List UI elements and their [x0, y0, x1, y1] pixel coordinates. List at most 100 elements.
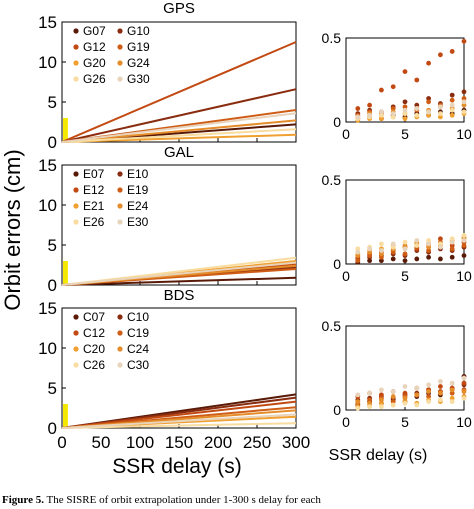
- figure-caption: Figure 5. The SISRE of orbit extrapolati…: [2, 494, 472, 509]
- point-E26: [414, 243, 420, 248]
- point-E19: [461, 243, 467, 248]
- point-G12: [438, 52, 443, 58]
- point-C30: [438, 379, 443, 384]
- point-C12: [402, 390, 408, 396]
- point-G10: [449, 92, 455, 98]
- BDS-right-xtick-label: 10: [456, 414, 472, 430]
- point-C24: [449, 387, 455, 393]
- point-G30: [367, 112, 372, 118]
- point-E26: [390, 244, 396, 250]
- point-E19: [367, 253, 372, 258]
- point-E07: [379, 258, 384, 264]
- point-E26: [449, 236, 455, 242]
- figure-canvas: Orbit errors (cm) SSR delay (s) SSR dela…: [0, 0, 472, 478]
- point-C26: [414, 402, 420, 408]
- point-C24: [426, 389, 431, 394]
- point-C19: [449, 390, 455, 396]
- GAL-left-ytick-label: 15: [38, 156, 57, 175]
- point-C20: [449, 395, 455, 401]
- point-E26: [438, 241, 443, 247]
- legend-label-G20: G20: [83, 56, 106, 70]
- legend-marker-E21: [73, 203, 79, 209]
- legend-label-E21: E21: [83, 199, 105, 213]
- point-G10: [426, 96, 431, 101]
- point-E19: [426, 248, 431, 253]
- GAL-left-ytick-label: 5: [48, 236, 57, 255]
- point-C26: [461, 395, 467, 401]
- point-G30: [449, 102, 455, 108]
- point-G20: [426, 112, 431, 118]
- legend-label-G26: G26: [83, 72, 106, 86]
- point-E26: [426, 238, 431, 243]
- point-E30: [461, 238, 467, 243]
- BDS-left-ytick-label: 5: [48, 379, 57, 398]
- legend-marker-E30: [117, 219, 123, 225]
- point-C26: [426, 399, 431, 404]
- point-E30: [449, 239, 455, 245]
- point-E24: [379, 251, 384, 257]
- point-G26: [461, 109, 467, 115]
- point-C26: [355, 405, 361, 411]
- point-G10: [414, 102, 420, 108]
- point-G30: [355, 114, 361, 120]
- BDS-left-xtick-label: 0: [57, 433, 66, 452]
- legend-marker-C24: [117, 346, 123, 352]
- legend-marker-G12: [73, 44, 79, 50]
- point-E12: [438, 236, 443, 242]
- point-C26: [367, 404, 372, 410]
- legend-marker-E26: [73, 219, 79, 225]
- point-G26: [414, 112, 420, 118]
- legend-marker-C26: [73, 362, 79, 368]
- point-C26: [402, 400, 408, 406]
- point-C30: [461, 375, 467, 381]
- panel-title: GPS: [163, 0, 195, 17]
- GAL-right-xtick-label: 10: [456, 268, 472, 284]
- legend-label-E10: E10: [127, 167, 149, 181]
- panel-title: GAL: [164, 144, 194, 161]
- legend-label-C12: C12: [83, 326, 105, 340]
- legend-label-C26: C26: [83, 358, 105, 372]
- BDS-left-zoom-bar: [63, 404, 68, 428]
- point-G20: [379, 116, 384, 122]
- series-line-E30: [61, 261, 297, 286]
- point-C24: [390, 394, 396, 399]
- legend-label-C24: C24: [127, 342, 149, 356]
- point-C30: [449, 380, 455, 386]
- point-C24: [367, 400, 372, 406]
- point-E26: [461, 233, 467, 238]
- point-C12: [461, 380, 467, 386]
- legend-marker-G24: [117, 60, 123, 66]
- point-C26: [379, 404, 384, 410]
- GAL-right-ytick-label: 0: [333, 256, 341, 272]
- legend-label-E12: E12: [83, 183, 105, 197]
- legend-label-E07: E07: [83, 167, 105, 181]
- legend-label-E19: E19: [127, 183, 149, 197]
- point-E30: [414, 238, 420, 243]
- legend-label-G30: G30: [127, 72, 150, 86]
- point-E24: [355, 253, 361, 258]
- point-C12: [379, 392, 384, 398]
- BDS-left-xtick-label: 100: [126, 433, 154, 452]
- point-E07: [367, 258, 372, 264]
- GAL-right-ytick-label: 0.5: [322, 172, 342, 188]
- point-G19: [426, 99, 431, 105]
- point-G12: [355, 106, 361, 111]
- BDS-left-xtick-label: 150: [165, 433, 193, 452]
- point-E19: [355, 258, 361, 264]
- GPS-left-ytick-label: 0: [48, 133, 57, 152]
- point-C30: [355, 392, 361, 398]
- legend-marker-E07: [73, 171, 79, 177]
- series-line-G10: [61, 88, 297, 143]
- GAL-left-ytick-label: 0: [48, 276, 57, 295]
- legend-marker-E24: [117, 203, 123, 209]
- legend-marker-C10: [117, 314, 123, 320]
- legend-label-C19: C19: [127, 326, 149, 340]
- point-E07: [426, 254, 431, 260]
- point-G26: [402, 111, 408, 116]
- BDS-left-ytick-label: 10: [38, 339, 57, 358]
- GPS-left-zoom-bar: [63, 118, 68, 142]
- legend-marker-G20: [73, 60, 79, 66]
- BDS-left-xtick-label: 300: [282, 433, 310, 452]
- point-E07: [438, 256, 443, 262]
- point-E07: [449, 254, 455, 260]
